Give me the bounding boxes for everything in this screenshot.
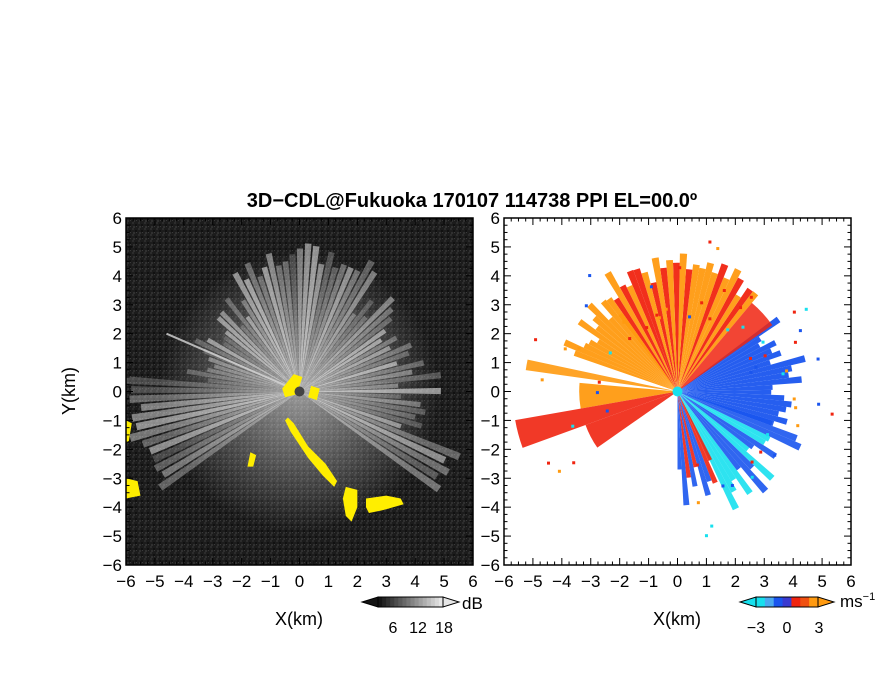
y-tick-label-right: −4 — [481, 498, 500, 517]
y-tick-label-left: 5 — [113, 238, 122, 257]
y-axis-label: Y(km) — [59, 367, 79, 415]
colorbar-tick-left-1: 12 — [409, 620, 427, 637]
y-tick-label-left: −1 — [103, 411, 122, 430]
x-tick-label-right: 1 — [702, 572, 711, 591]
y-tick-label-right: −3 — [481, 469, 500, 488]
y-tick-label-left: 2 — [113, 325, 122, 344]
intensity-colorbar: dB 6 12 18 — [360, 594, 483, 637]
x-tick-label-left: −3 — [203, 572, 222, 591]
lidar-site-marker — [294, 386, 305, 397]
y-tick-label-right: 1 — [491, 354, 500, 373]
x-tick-label-left: 5 — [439, 572, 448, 591]
y-tick-label-left: 0 — [113, 383, 122, 402]
intensity-rays — [126, 243, 461, 532]
x-tick-label-left: 3 — [382, 572, 391, 591]
x-tick-label-left: 6 — [468, 572, 477, 591]
colorbar-tick-left-0: 6 — [389, 620, 398, 637]
colorbar-tick-right-1: 0 — [783, 620, 792, 637]
colorbar-unit-right: ms−1 — [840, 591, 875, 611]
x-tick-label-right: −3 — [581, 572, 600, 591]
x-axis-label-left: X(km) — [275, 609, 323, 629]
y-tick-label-left: −2 — [103, 440, 122, 459]
y-tick-label-right: −1 — [481, 411, 500, 430]
x-tick-label-left: −1 — [261, 572, 280, 591]
y-tick-label-right: 2 — [491, 325, 500, 344]
velocity-rays — [515, 240, 834, 538]
y-tick-label-left: −6 — [103, 556, 122, 575]
colorbar-tick-left-2: 18 — [435, 620, 453, 637]
x-tick-label-right: 6 — [846, 572, 855, 591]
x-tick-label-right: 0 — [673, 572, 682, 591]
y-tick-label-right: 4 — [491, 267, 500, 286]
x-tick-label-left: 2 — [353, 572, 362, 591]
x-tick-label-right: −2 — [610, 572, 629, 591]
y-tick-label-left: −5 — [103, 527, 122, 546]
colorbar-tick-right-0: −3 — [747, 620, 765, 637]
x-tick-label-left: −5 — [145, 572, 164, 591]
velocity-colorbar: ms−1 −3 0 3 — [738, 591, 875, 637]
x-tick-label-right: 4 — [788, 572, 797, 591]
x-tick-label-left: −2 — [232, 572, 251, 591]
x-tick-label-right: −4 — [552, 572, 571, 591]
x-tick-label-left: −4 — [174, 572, 193, 591]
colorbar-tick-right-2: 3 — [815, 620, 824, 637]
y-tick-label-right: 3 — [491, 296, 500, 315]
y-tick-label-left: −3 — [103, 469, 122, 488]
x-tick-label-left: 1 — [324, 572, 333, 591]
y-tick-label-right: −2 — [481, 440, 500, 459]
colorbar-unit-left: dB — [462, 594, 483, 613]
y-tick-label-left: 1 — [113, 354, 122, 373]
y-tick-label-right: 5 — [491, 238, 500, 257]
y-tick-label-left: 6 — [113, 209, 122, 228]
x-tick-label-left: −6 — [116, 572, 135, 591]
x-axis-label-right: X(km) — [653, 609, 701, 629]
y-tick-label-right: −5 — [481, 527, 500, 546]
y-tick-label-right: −6 — [481, 556, 500, 575]
x-tick-label-right: 3 — [760, 572, 769, 591]
x-tick-label-right: −6 — [494, 572, 513, 591]
x-tick-label-right: 2 — [731, 572, 740, 591]
chart-title: 3D−CDL@Fukuoka 170107 114738 PPI EL=00.0… — [247, 190, 697, 212]
y-tick-label-left: 3 — [113, 296, 122, 315]
x-tick-label-left: 4 — [410, 572, 419, 591]
y-tick-label-right: 6 — [491, 209, 500, 228]
x-tick-label-right: 5 — [817, 572, 826, 591]
y-tick-label-right: 0 — [491, 383, 500, 402]
y-tick-label-left: 4 — [113, 267, 122, 286]
x-tick-label-right: −5 — [523, 572, 542, 591]
y-tick-label-left: −4 — [103, 498, 122, 517]
x-tick-label-left: 0 — [295, 572, 304, 591]
x-tick-label-right: −1 — [639, 572, 658, 591]
